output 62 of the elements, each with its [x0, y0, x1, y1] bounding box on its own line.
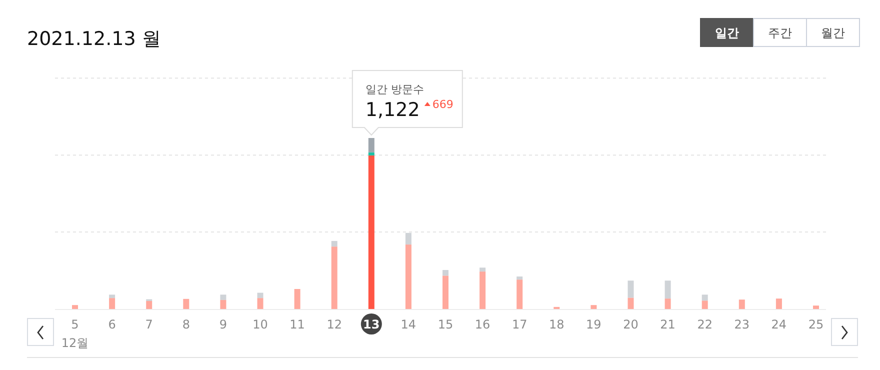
- text: 일간 방문수: [365, 83, 424, 96]
- annotation: 1,122: [365, 99, 420, 121]
- x-tick-label: 10: [252, 318, 268, 332]
- x-tick-label: 15: [438, 318, 454, 332]
- bar: [776, 298, 782, 309]
- bar: [813, 306, 819, 309]
- x-tick-label: 25: [808, 318, 824, 332]
- bar: [628, 280, 634, 298]
- x-tick-label: 13: [363, 318, 380, 332]
- bar: [516, 280, 523, 309]
- bar: [220, 300, 226, 309]
- bar: [294, 288, 300, 309]
- bar: [480, 272, 486, 309]
- bar: [628, 298, 634, 309]
- bar: [257, 298, 264, 309]
- bar: [257, 292, 264, 298]
- text: 주간: [768, 26, 792, 40]
- bar: [405, 244, 412, 309]
- chart-title: 2021.12.13 월: [27, 28, 161, 50]
- x-tick-label: 22: [697, 318, 712, 332]
- bar: [405, 232, 412, 245]
- bar: [109, 298, 116, 309]
- x-tick-label: 6: [108, 318, 116, 332]
- bar: [590, 305, 597, 309]
- bar: [183, 298, 190, 309]
- x-tick-label: 19: [586, 318, 602, 332]
- bar: [516, 276, 523, 280]
- x-tick-label: 20: [623, 318, 638, 332]
- bar: [702, 294, 708, 301]
- x-tick-label: 7: [145, 318, 153, 332]
- bar: [331, 246, 338, 309]
- text: 월간: [821, 26, 845, 40]
- x-tick-label: 24: [771, 318, 787, 332]
- x-tick-label: 14: [400, 318, 416, 332]
- bar: [368, 155, 374, 309]
- x-tick-label: 5: [71, 318, 79, 332]
- x-tick-label: 11: [290, 318, 305, 332]
- text: 12월: [61, 336, 89, 350]
- bar: [664, 298, 671, 309]
- bar: [702, 300, 708, 309]
- bar: [442, 270, 448, 276]
- bar: [331, 240, 338, 247]
- bar: [368, 138, 374, 152]
- x-tick-label: 23: [734, 318, 750, 332]
- bar: [109, 294, 116, 298]
- text: 일간: [715, 26, 739, 40]
- bar: [368, 152, 374, 156]
- bar: [220, 294, 226, 300]
- bar: [72, 305, 78, 309]
- x-tick-label: 21: [660, 318, 676, 332]
- bar: [738, 300, 745, 309]
- bar: [664, 280, 671, 299]
- text: 669: [432, 98, 454, 111]
- x-tick-label: 12: [326, 318, 342, 332]
- bar: [146, 300, 152, 309]
- bar: [480, 268, 486, 272]
- x-tick-label: 17: [512, 318, 528, 332]
- bar: [442, 276, 448, 309]
- x-tick-label: 8: [182, 318, 190, 332]
- x-tick-label: 18: [549, 318, 564, 332]
- x-tick-label: 16: [474, 318, 490, 332]
- x-tick-label: 9: [219, 318, 228, 332]
